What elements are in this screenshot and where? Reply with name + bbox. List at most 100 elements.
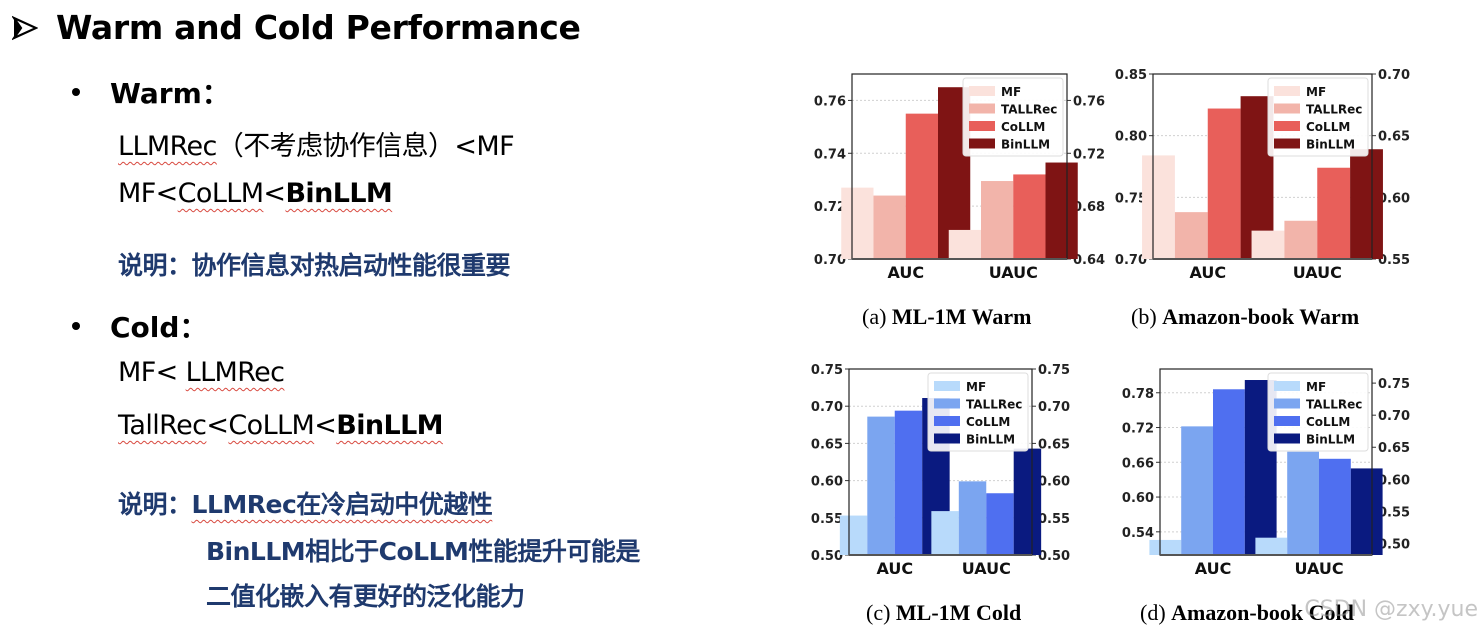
warm-line-2: MF<CoLLM<BinLLM	[118, 178, 393, 209]
legend-swatch	[969, 103, 995, 114]
cold-note-line-1: 说明：LLMRec在冷启动中优越性	[118, 485, 493, 521]
caption-a: (a) ML-1M Warm	[862, 304, 1031, 330]
legend-label: TALLRec	[1306, 398, 1362, 412]
left-axis-tick: 0.75	[811, 363, 843, 378]
legend-swatch	[1274, 381, 1300, 391]
bar-collm-uauc	[986, 493, 1014, 555]
legend-label: MF	[966, 380, 986, 394]
arrow-bullet-icon	[12, 15, 38, 40]
warm-line1-rest: （不考虑协作信息）<MF	[216, 131, 515, 162]
legend-swatch	[934, 433, 960, 444]
caption-b-title: Amazon-book Warm	[1162, 304, 1360, 329]
right-axis-tick: 0.55	[1038, 512, 1070, 527]
left-axis-tick: 0.72	[1122, 422, 1154, 437]
warm-line2-mf: MF<	[118, 178, 178, 209]
legend-swatch	[969, 86, 995, 96]
right-axis-tick: 0.76	[1073, 94, 1105, 109]
caption-b-prefix: (b)	[1131, 304, 1157, 329]
legend-swatch	[1274, 433, 1300, 444]
legend-swatch	[934, 398, 960, 409]
legend-label: BinLLM	[1306, 138, 1355, 152]
right-axis-tick: 0.65	[1378, 130, 1410, 145]
legend-swatch	[969, 138, 995, 149]
bar-tallrec-auc	[1174, 212, 1208, 259]
legend-label: CoLLM	[1001, 120, 1045, 134]
cold-note-line-3: 二值化嵌入有更好的泛化能力	[206, 582, 525, 611]
slide-title-row: Warm and Cold Performance	[12, 8, 581, 47]
left-axis-tick: 0.65	[811, 437, 843, 452]
bar-mf-uauc	[931, 511, 959, 555]
bar-tallrec-auc	[1181, 426, 1213, 555]
watermark: CSDN @zxy.yue	[1304, 597, 1478, 622]
cold-line2-binllm: BinLLM	[336, 410, 443, 441]
legend-swatch	[1274, 86, 1300, 96]
x-category-label: UAUC	[1293, 263, 1342, 282]
legend-swatch	[1274, 416, 1300, 426]
bar-mf-uauc	[1255, 537, 1288, 555]
warm-note: 说明：协作信息对热启动性能很重要	[118, 251, 511, 280]
legend-label: MF	[1001, 85, 1021, 99]
bar-tallrec-uauc	[958, 481, 987, 555]
right-axis-tick: 0.70	[1038, 400, 1070, 415]
left-axis-tick: 0.66	[1122, 456, 1154, 471]
right-axis-tick: 0.75	[1038, 363, 1070, 378]
bar-mf-auc	[1149, 539, 1182, 555]
caption-d-title: Amazon-book Cold	[1171, 600, 1354, 625]
bar-binllm-uauc	[1013, 448, 1042, 555]
caption-b: (b) Amazon-book Warm	[1131, 304, 1359, 330]
cold-line-2: TallRec<CoLLM<BinLLM	[118, 410, 444, 441]
warm-line2-collm: CoLLM	[177, 178, 264, 209]
cold-note-prefix: 说明：	[118, 490, 192, 519]
cold-note-line-2: BinLLM相比于CoLLM性能提升可能是	[206, 537, 640, 566]
cold-line2-lt2: <	[314, 410, 337, 441]
caption-a-title: ML-1M Warm	[891, 304, 1032, 329]
warm-line2-lt: <	[263, 178, 286, 209]
caption-a-prefix: (a)	[862, 304, 887, 329]
left-axis-tick: 0.70	[1115, 253, 1147, 268]
cold-line2-collm: CoLLM	[228, 410, 315, 441]
caption-c: (c) ML-1M Cold	[866, 600, 1021, 626]
warm-line1-llmrec: LLMRec	[118, 131, 217, 162]
left-axis-tick: 0.50	[811, 549, 843, 564]
cold-line1-mf: MF<	[118, 357, 186, 388]
right-axis-tick: 0.55	[1378, 505, 1410, 520]
cold-bullet: Cold：	[72, 306, 207, 346]
right-axis-tick: 0.60	[1378, 191, 1410, 206]
left-axis-tick: 0.54	[1122, 526, 1154, 541]
left-axis-tick: 0.80	[1115, 130, 1147, 145]
left-axis-tick: 0.85	[1115, 68, 1147, 83]
bar-collm-auc	[1207, 108, 1241, 260]
cold-label: Cold：	[110, 311, 208, 344]
caption-d-prefix: (d)	[1140, 600, 1166, 625]
bar-mf-auc	[841, 187, 874, 259]
bar-tallrec-uauc	[1287, 451, 1319, 555]
right-axis-tick: 0.50	[1038, 549, 1070, 564]
legend-swatch	[1274, 398, 1300, 409]
right-axis-tick: 0.68	[1073, 200, 1105, 215]
x-category-label: AUC	[887, 263, 924, 282]
left-axis-tick: 0.70	[814, 253, 846, 268]
bar-collm-uauc	[1013, 174, 1046, 259]
bar-collm-auc	[894, 410, 923, 555]
legend-label: TALLRec	[1306, 103, 1362, 117]
x-category-label: AUC	[1189, 263, 1226, 282]
left-axis-tick: 0.74	[814, 147, 846, 162]
left-axis-tick: 0.76	[814, 94, 846, 109]
legend-label: BinLLM	[966, 433, 1015, 447]
warm-line2-binllm: BinLLM	[285, 178, 393, 209]
caption-c-title: ML-1M Cold	[895, 600, 1022, 625]
bullet-dot-icon	[72, 322, 80, 330]
bar-mf-auc	[1142, 155, 1175, 259]
caption-c-prefix: (c)	[866, 600, 891, 625]
legend-label: BinLLM	[1306, 433, 1355, 447]
bar-mf-auc	[839, 515, 868, 555]
legend-label: MF	[1306, 85, 1326, 99]
warm-line-1: LLMRec（不考虑协作信息）<MF	[118, 124, 515, 163]
left-axis-tick: 0.70	[811, 400, 843, 415]
bar-tallrec-uauc	[1284, 220, 1318, 259]
legend-label: TALLRec	[1001, 103, 1057, 117]
x-category-label: UAUC	[1294, 559, 1343, 578]
